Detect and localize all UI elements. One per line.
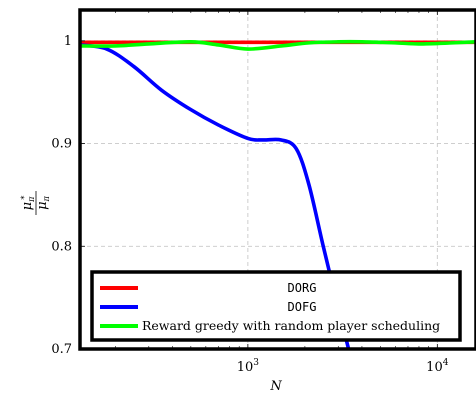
legend: DORG DOFG Reward greedy with random player… [90, 270, 462, 342]
legend-label: DORG [288, 281, 317, 295]
x-axis-label: N [269, 379, 282, 394]
legend-label: DOFG [288, 300, 317, 314]
y-axis-label: μπ* μπ [20, 191, 51, 215]
y-tick-label: 0.7 [51, 342, 72, 357]
tick-labels: 1 0.9 0.8 0.7 103 104 [51, 34, 448, 375]
y-tick-label: 1 [64, 34, 72, 49]
x-tick-label: 104 [426, 358, 449, 375]
y-tick-label: 0.8 [51, 239, 72, 254]
y-tick-label: 0.9 [51, 137, 72, 152]
series-layer [80, 39, 476, 349]
x-tick-label: 103 [237, 358, 260, 375]
svg-text:μπ: μπ [35, 195, 51, 209]
svg-text:μπ*: μπ* [20, 196, 36, 211]
series-line-reward-greedy-with-random-player-scheduling [80, 39, 476, 51]
legend-label: Reward greedy with random player schedul… [142, 318, 440, 333]
series-line-dofg [80, 43, 351, 349]
plot-frame [78, 8, 476, 351]
